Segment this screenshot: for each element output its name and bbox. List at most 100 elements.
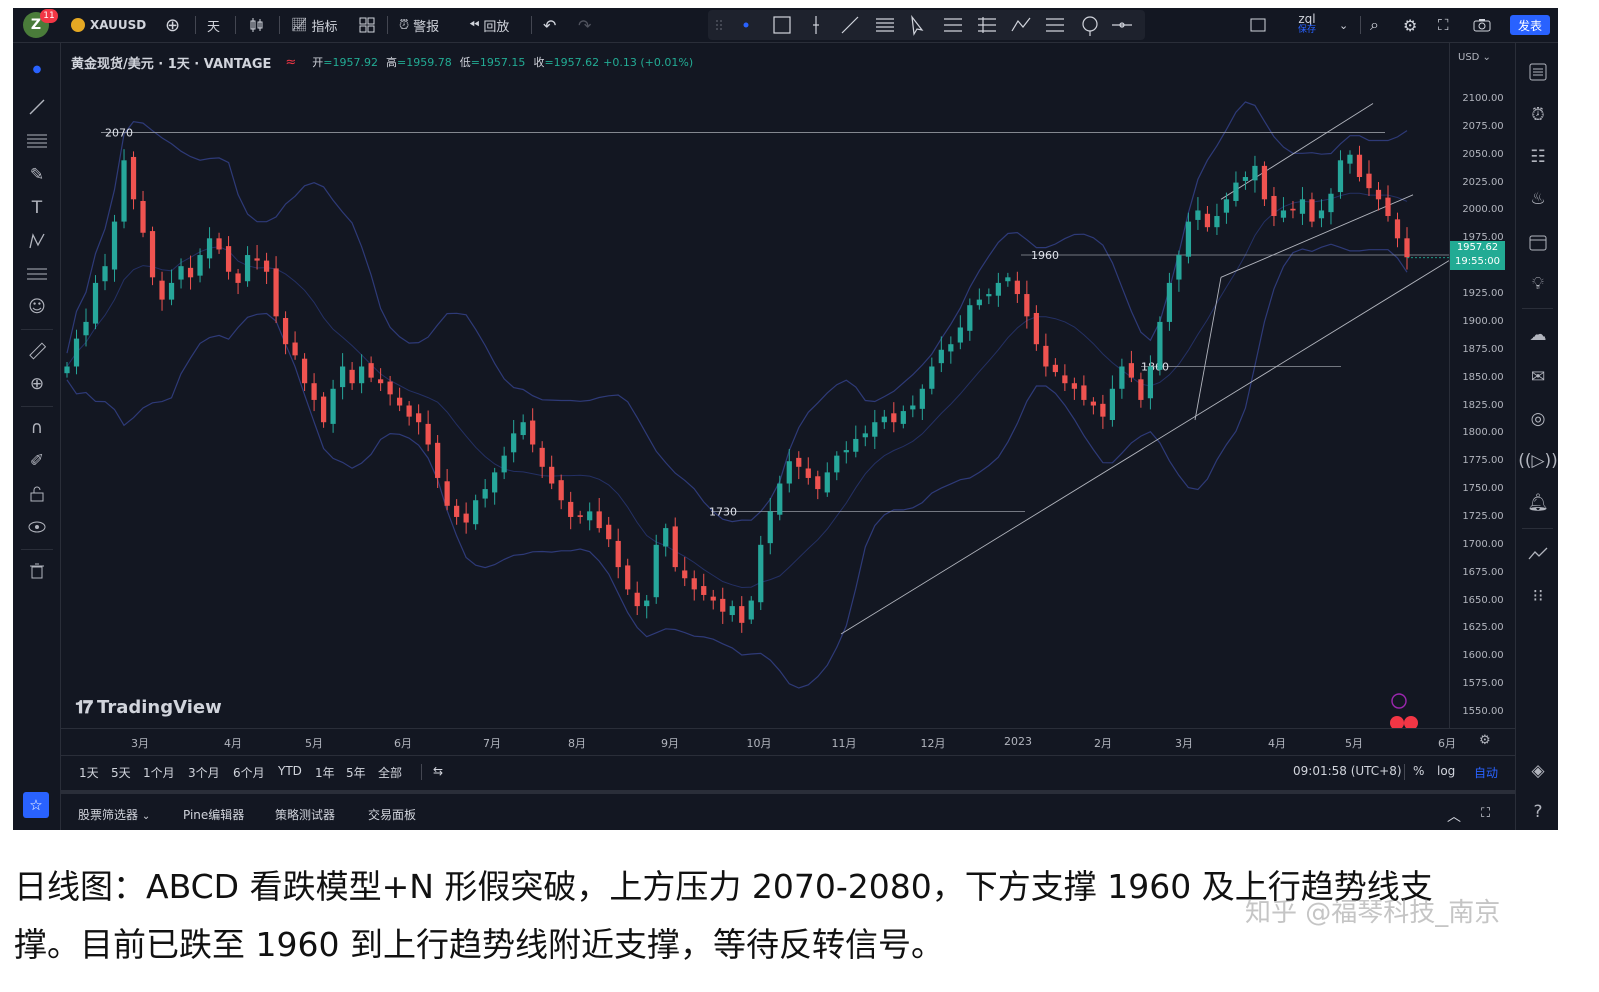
candle-body bbox=[159, 280, 165, 300]
range-1y[interactable]: 1年 bbox=[315, 766, 335, 780]
time-tick: 6月 bbox=[394, 737, 412, 750]
object-tree-icon[interactable]: ☷ bbox=[1530, 147, 1546, 167]
lock-icon[interactable] bbox=[25, 482, 49, 506]
range-6m[interactable]: 6个月 bbox=[233, 766, 265, 780]
price-chart[interactable]: 2070 1960 1860 1730 bbox=[61, 43, 1449, 728]
figure-caption: 日线图：ABCD 看跌模型+N 形假突破，上方压力 2070-2080，下方支撑… bbox=[14, 858, 1574, 974]
messages-icon[interactable]: ✉ bbox=[1530, 367, 1546, 387]
candle-body bbox=[1138, 379, 1144, 400]
dom-icon[interactable]: ⁝⁝ bbox=[1532, 586, 1544, 606]
log-toggle[interactable]: log bbox=[1437, 764, 1456, 778]
legend-open-key: 开 bbox=[312, 56, 324, 69]
time-tick: 5月 bbox=[305, 737, 323, 750]
candle-body bbox=[473, 500, 479, 525]
star-favorites-icon[interactable]: ☆ bbox=[23, 792, 49, 818]
pattern-icon[interactable] bbox=[25, 229, 49, 253]
notifications-bell-icon[interactable]: 🔔︎ bbox=[1527, 493, 1549, 513]
candle-body bbox=[416, 413, 422, 423]
candle-body bbox=[1195, 210, 1201, 220]
ideas-lightbulb-icon[interactable]: 💡︎ bbox=[1532, 274, 1544, 294]
layout-name-button[interactable]: zql 保存 bbox=[1298, 12, 1317, 35]
stay-drawing-icon[interactable]: ✐ bbox=[29, 451, 45, 471]
range-all[interactable]: 全部 bbox=[378, 766, 403, 780]
candle-body bbox=[1005, 277, 1011, 282]
symbol-search-button[interactable]: XAUUSD bbox=[71, 8, 146, 42]
fib-retracement-icon[interactable] bbox=[25, 129, 49, 153]
clock-timezone[interactable]: 09:01:58 (UTC+8) bbox=[1293, 764, 1402, 778]
range-3m[interactable]: 3个月 bbox=[188, 766, 220, 780]
replay-button[interactable]: ⏪︎ 回放 bbox=[469, 17, 510, 35]
forecast-icon[interactable] bbox=[25, 262, 49, 286]
price-axis[interactable]: 2100.00 2075.00 2050.00 2025.00 2000.00 1975.… bbox=[1449, 43, 1516, 728]
tab-pine-editor[interactable]: Pine编辑器 bbox=[183, 808, 245, 822]
calendar-icon[interactable] bbox=[1525, 229, 1551, 255]
undo-icon[interactable]: ↶ bbox=[543, 15, 557, 35]
trading-line-icon[interactable] bbox=[1525, 541, 1551, 567]
trash-icon[interactable] bbox=[25, 559, 49, 583]
candle-body bbox=[358, 366, 365, 384]
fullscreen-icon[interactable]: ⛶ bbox=[1438, 16, 1449, 34]
auto-scale-toggle[interactable]: 自动 bbox=[1474, 766, 1499, 780]
templates-icon[interactable] bbox=[359, 8, 375, 42]
ruler-icon[interactable] bbox=[25, 339, 49, 363]
indicator-wave-icon[interactable]: ≈ bbox=[285, 54, 297, 70]
chevron-down-icon[interactable]: ⌄ bbox=[1339, 18, 1349, 32]
cursor-dot-icon[interactable]: ● bbox=[32, 63, 42, 75]
eye-icon[interactable] bbox=[25, 515, 49, 539]
time-tick: 6月 bbox=[1438, 737, 1456, 750]
percent-toggle[interactable]: % bbox=[1413, 764, 1425, 778]
tab-stock-screener[interactable]: 股票筛选器 ⌄ bbox=[78, 808, 151, 822]
candle-body bbox=[767, 511, 773, 544]
candle-type-icon[interactable] bbox=[249, 8, 265, 42]
legend-low: =1957.15 bbox=[470, 55, 526, 69]
text-icon[interactable]: T bbox=[31, 198, 43, 218]
range-5d[interactable]: 5天 bbox=[111, 766, 131, 780]
streams-icon[interactable]: ◎ bbox=[1530, 409, 1546, 429]
candle-body bbox=[967, 305, 973, 331]
candle-body bbox=[1252, 165, 1258, 181]
interval-button[interactable]: 天 bbox=[207, 19, 221, 35]
indicators-button[interactable]: 📈︎ 指标 bbox=[291, 17, 338, 35]
broadcast-icon[interactable]: ((▷)) bbox=[1518, 451, 1558, 471]
layout-select-icon[interactable] bbox=[1250, 8, 1266, 42]
gear-icon[interactable]: ⚙︎ bbox=[1403, 15, 1418, 35]
range-1m[interactable]: 1个月 bbox=[143, 766, 175, 780]
trendline-icon[interactable] bbox=[25, 95, 49, 119]
chart-settings-icon[interactable]: ⚙︎ bbox=[1479, 733, 1491, 748]
zoom-in-icon[interactable]: ⊕ bbox=[29, 374, 45, 394]
watchlist-icon[interactable] bbox=[1525, 59, 1551, 85]
chevron-up-icon[interactable]: ︿ bbox=[1447, 809, 1461, 825]
help-icon[interactable]: ? bbox=[1533, 802, 1543, 822]
search-icon[interactable]: ⌕ bbox=[1370, 15, 1379, 34]
brush-icon[interactable]: ✎ bbox=[29, 165, 45, 185]
camera-icon[interactable] bbox=[1473, 8, 1491, 42]
time-axis[interactable]: ⚙︎ 3月 4月 5月 6月 7月 8月 9月 10月 11月 12月 2023 2月 3月 4月 5月 6月 bbox=[61, 728, 1515, 755]
candle-body bbox=[435, 442, 441, 478]
maximize-panel-icon[interactable]: ⛶ bbox=[1481, 806, 1491, 821]
currency-selector[interactable]: USD ⌄ bbox=[1458, 52, 1491, 63]
candle-body bbox=[197, 255, 203, 276]
tab-trading-panel[interactable]: 交易面板 bbox=[368, 808, 417, 822]
hotlist-flame-icon[interactable]: ♨ bbox=[1530, 189, 1546, 209]
range-1d[interactable]: 1天 bbox=[79, 766, 99, 780]
tab-strategy-tester[interactable]: 策略测试器 bbox=[275, 808, 336, 822]
layers-icon[interactable]: ◈ bbox=[1531, 761, 1545, 781]
price-tick: 1875.00 bbox=[1462, 343, 1504, 355]
candle-body bbox=[73, 338, 80, 367]
alert-button[interactable]: ⏰︎ 警报 bbox=[399, 17, 440, 35]
range-ytd[interactable]: YTD bbox=[278, 764, 302, 778]
chat-icon[interactable]: ☁ bbox=[1529, 325, 1547, 345]
magnet-icon[interactable]: ∩ bbox=[30, 418, 44, 438]
redo-icon[interactable]: ↷ bbox=[578, 15, 592, 35]
add-symbol-icon[interactable]: ⊕ bbox=[165, 14, 181, 36]
publish-button[interactable]: 发表 bbox=[1510, 15, 1550, 35]
range-5y[interactable]: 5年 bbox=[346, 766, 366, 780]
candle-body bbox=[815, 476, 821, 490]
candle-body bbox=[83, 321, 89, 336]
go-to-date-icon[interactable]: ⇆ bbox=[433, 764, 444, 778]
candle-body bbox=[178, 266, 184, 280]
alarm-clock-icon[interactable]: ⏰︎ bbox=[1531, 105, 1545, 125]
candle-body bbox=[1062, 375, 1068, 384]
bottom-panel-tabs: 股票筛选器 ⌄ Pine编辑器 策略测试器 交易面板 ︿ ⛶ bbox=[61, 790, 1515, 830]
emoji-icon[interactable]: ☺ bbox=[28, 297, 46, 317]
